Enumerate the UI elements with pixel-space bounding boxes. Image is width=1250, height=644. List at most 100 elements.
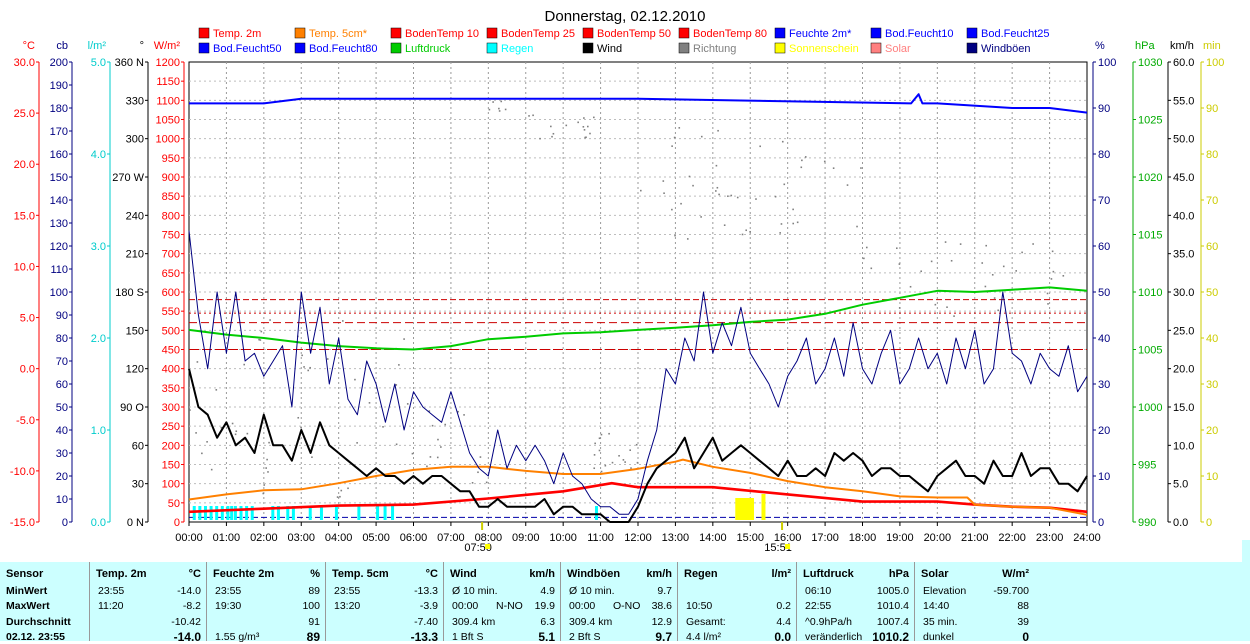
wind-direction-point (593, 467, 596, 470)
wind-direction-point (309, 366, 311, 369)
wind-direction-point (340, 489, 343, 492)
wind-direction-point (471, 482, 474, 484)
sunrise-icon (485, 544, 491, 549)
stats-time: 14:40 (923, 600, 950, 612)
wind-direction-point (263, 484, 266, 486)
wind-direction-point (624, 461, 626, 463)
stats-time: ^0.9hPa/h (805, 616, 852, 628)
stats-time: 309.4 km (569, 616, 613, 628)
stats-value: 9.7 (657, 585, 672, 597)
axis-tick-label-right: 100 (1206, 57, 1224, 69)
axis-tick-label-right: 1010 (1138, 287, 1162, 299)
series-line (188, 368, 1088, 523)
wind-direction-point (950, 259, 953, 262)
axis-tick-label-left: 400 (162, 364, 180, 376)
wind-direction-point (715, 190, 717, 192)
wind-direction-point (584, 136, 586, 139)
axis-tick-label-right: 50 (1098, 287, 1110, 299)
wind-direction-point (663, 192, 665, 195)
stats-column: Sensor MinWert MaxWert Durchschnitt 02.12. 2… (0, 562, 89, 643)
stats-unit: km/h (529, 568, 555, 580)
wind-direction-point (498, 110, 501, 112)
wind-direction-point (783, 183, 786, 186)
rain-bar (376, 506, 380, 520)
wind-direction-point (301, 354, 303, 357)
axis-unit-right: % (1095, 40, 1105, 52)
wind-direction-point (959, 243, 962, 245)
stats-value: -14.0 (177, 585, 201, 597)
wind-direction-point (865, 246, 868, 249)
wind-direction-point (532, 114, 534, 117)
legend-label: BodenTemp 25 (501, 28, 575, 40)
wind-direction-point (201, 452, 203, 455)
x-axis-tick-label: 21:00 (961, 532, 989, 544)
stats-time: 23:55 (334, 585, 361, 597)
wind-direction-point (594, 442, 596, 445)
legend-swatch (198, 42, 210, 54)
x-axis-tick-label: 06:00 (400, 532, 428, 544)
legend-label: Temp. 5cm* (309, 28, 368, 40)
axis-tick-label-right: 0.0 (1173, 517, 1188, 529)
legend-swatch (294, 42, 306, 54)
wind-direction-point (1052, 270, 1055, 273)
rain-bar (357, 506, 361, 520)
sunshine-bar (761, 494, 766, 520)
wind-direction-point (796, 221, 799, 224)
legend-swatch (486, 42, 498, 54)
axis-tick-label-right: 30.0 (1173, 287, 1194, 299)
axis-tick-label-left: 10 (56, 494, 68, 506)
wind-direction-point (898, 307, 901, 309)
wind-direction-point (477, 471, 479, 474)
axis-tick-label-left: 80 (56, 333, 68, 345)
sunrise-label: 07:50 (464, 542, 492, 554)
wind-direction-point (1002, 265, 1005, 268)
wind-direction-point (1050, 278, 1053, 280)
axis-tick-label-left: 90 O (120, 402, 144, 414)
wind-direction-point (745, 229, 747, 232)
legend-label: Solar (885, 43, 911, 55)
legend-label: Wind (597, 43, 622, 55)
legend-swatch (870, 42, 882, 54)
stats-header: Feuchte 2m (213, 568, 275, 580)
wind-direction-point (981, 262, 984, 264)
stats-time: 00:00 (569, 600, 596, 612)
stats-value: 1010.2 (872, 630, 909, 644)
x-axis-tick-label: 24:00 (1073, 532, 1101, 544)
wind-direction-point (680, 202, 682, 205)
legend-swatch (390, 42, 402, 54)
stats-value: 4.4 (776, 616, 791, 628)
wind-direction-point (1051, 250, 1054, 253)
rain-bar (308, 506, 312, 520)
wind-direction-point (457, 410, 459, 413)
wind-direction-point (671, 208, 673, 211)
stats-header: Sensor (6, 568, 44, 580)
axis-tick-label-left: 750 (162, 230, 180, 242)
axis-tick-label-left: 0 (174, 517, 180, 529)
wind-direction-point (944, 241, 947, 243)
legend-label: Bod.Feucht10 (885, 28, 954, 40)
x-axis-tick-label: 12:00 (624, 532, 652, 544)
stats-time: 22:55 (805, 600, 832, 612)
wind-direction-point (678, 127, 681, 129)
axis-tick-label-left: 50 (56, 402, 68, 414)
stats-column: Temp. 5cm °C 23:55 -13.3 13:20 -3.9 -7.40 -13.3 (325, 562, 444, 644)
wind-direction-point (692, 184, 694, 187)
wind-direction-point (600, 470, 603, 473)
wind-direction-point (608, 432, 610, 435)
legend-label: Sonnenschein (789, 43, 859, 55)
wind-direction-point (700, 216, 702, 218)
axis-tick-label-right: 1000 (1138, 402, 1162, 414)
stats-value: 9.7 (655, 630, 672, 644)
series-line (188, 286, 1088, 351)
axis-tick-label-right: 30 (1206, 379, 1218, 391)
wind-direction-point (403, 338, 405, 340)
x-axis-tick-label: 17:00 (811, 532, 839, 544)
stats-time: 19:30 (215, 600, 242, 612)
x-axis-tick-label: 01:00 (213, 532, 241, 544)
axis-tick-label-right: 5.0 (1173, 479, 1188, 491)
axis-tick-label-left: 270 W (112, 172, 144, 184)
wind-direction-point (428, 410, 431, 412)
axis-tick-label-left: 150 (162, 460, 180, 472)
axis-tick-label-left: 2.0 (91, 333, 106, 345)
stats-direction: O-NO (613, 600, 641, 612)
